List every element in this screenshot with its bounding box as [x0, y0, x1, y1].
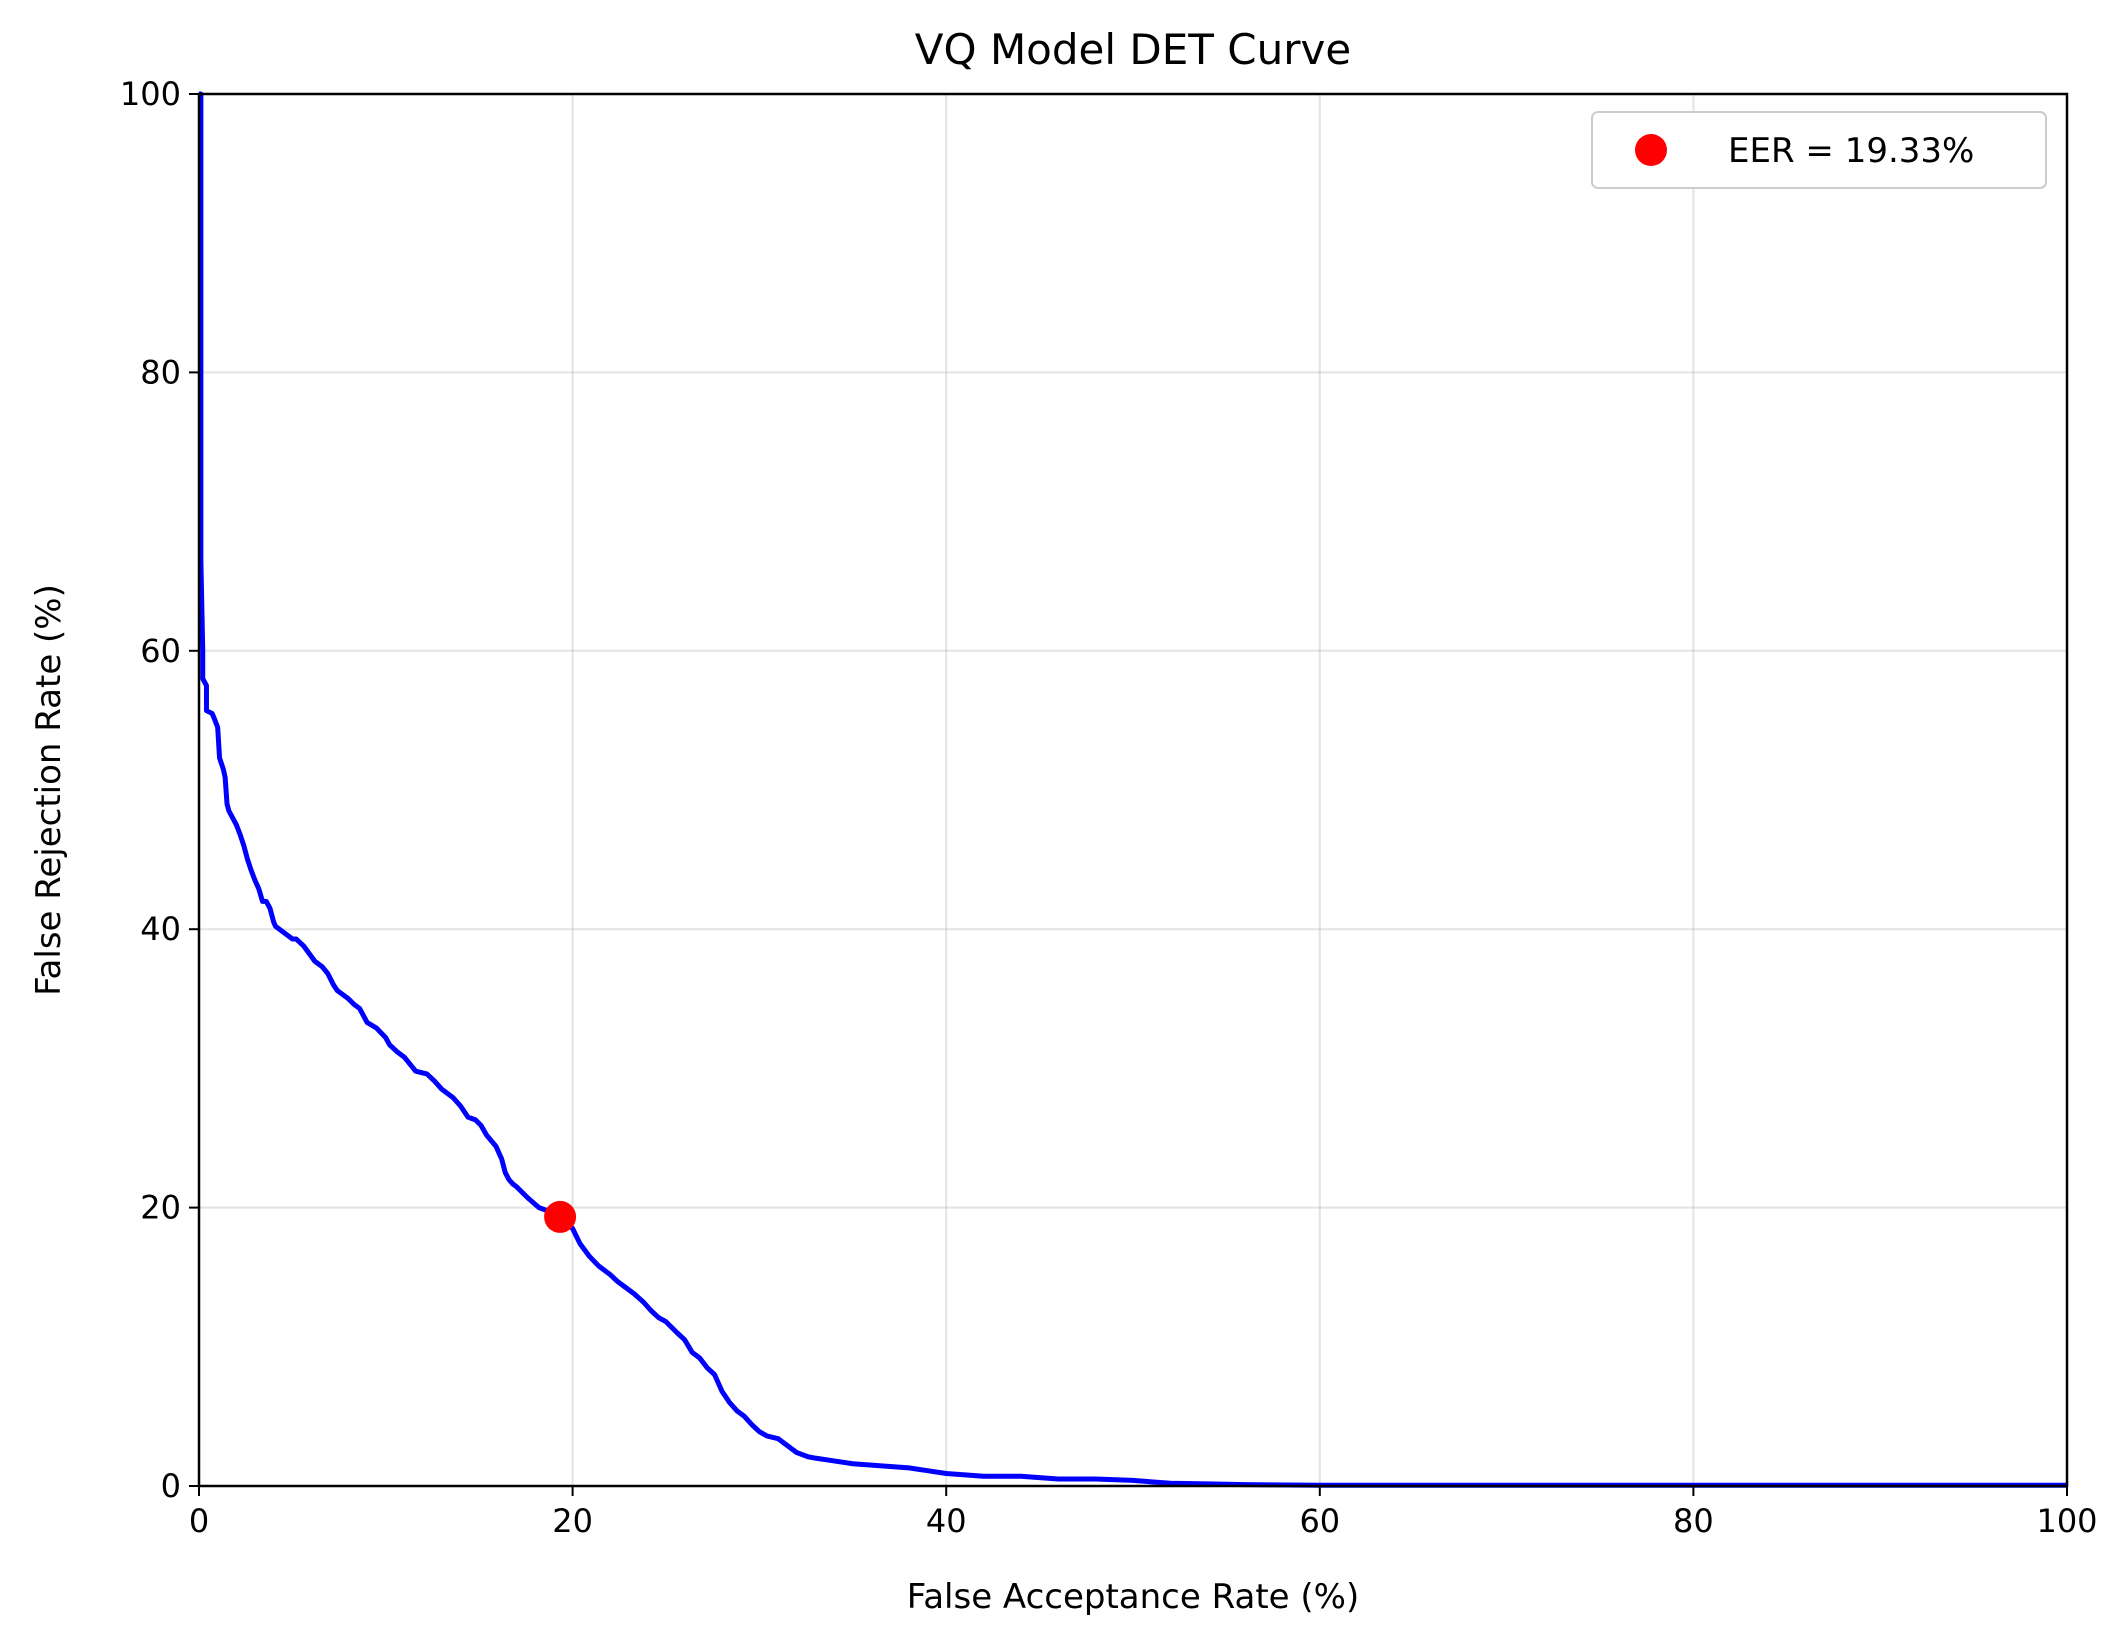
- grid-lines: [198, 93, 2068, 1487]
- x-tick-label: 60: [1299, 1502, 1340, 1540]
- legend-eer-label: EER = 19.33%: [1728, 131, 1974, 171]
- x-axis-label: False Acceptance Rate (%): [907, 1577, 1359, 1617]
- x-tick-label: 40: [926, 1502, 967, 1540]
- y-tick-label: 80: [140, 353, 181, 391]
- eer-point: [544, 1200, 577, 1233]
- legend-eer-marker: [1635, 134, 1667, 166]
- y-tick-label: 100: [120, 75, 181, 113]
- chart-title: VQ Model DET Curve: [915, 25, 1351, 74]
- legend-frame: [1591, 111, 2047, 189]
- x-tick-label: 0: [189, 1502, 209, 1540]
- plot-series: [198, 91, 2067, 1488]
- y-tick-label: 60: [140, 632, 181, 670]
- plot-frame: [197, 92, 2069, 1488]
- y-tick-label: 20: [140, 1189, 181, 1227]
- x-tick-label: 20: [552, 1502, 593, 1540]
- det-curve-line: [198, 91, 2067, 1488]
- axis-ticks: 0 20 40 60 80 100 0 20 40 60 80 100: [120, 75, 2098, 1540]
- x-tick-label: 80: [1673, 1502, 1714, 1540]
- y-tick-label: 0: [161, 1467, 181, 1505]
- y-axis-label: False Rejection Rate (%): [29, 584, 69, 996]
- y-tick-label: 40: [140, 910, 181, 948]
- x-tick-label: 100: [2036, 1502, 2097, 1540]
- legend: EER = 19.33%: [1591, 111, 2047, 189]
